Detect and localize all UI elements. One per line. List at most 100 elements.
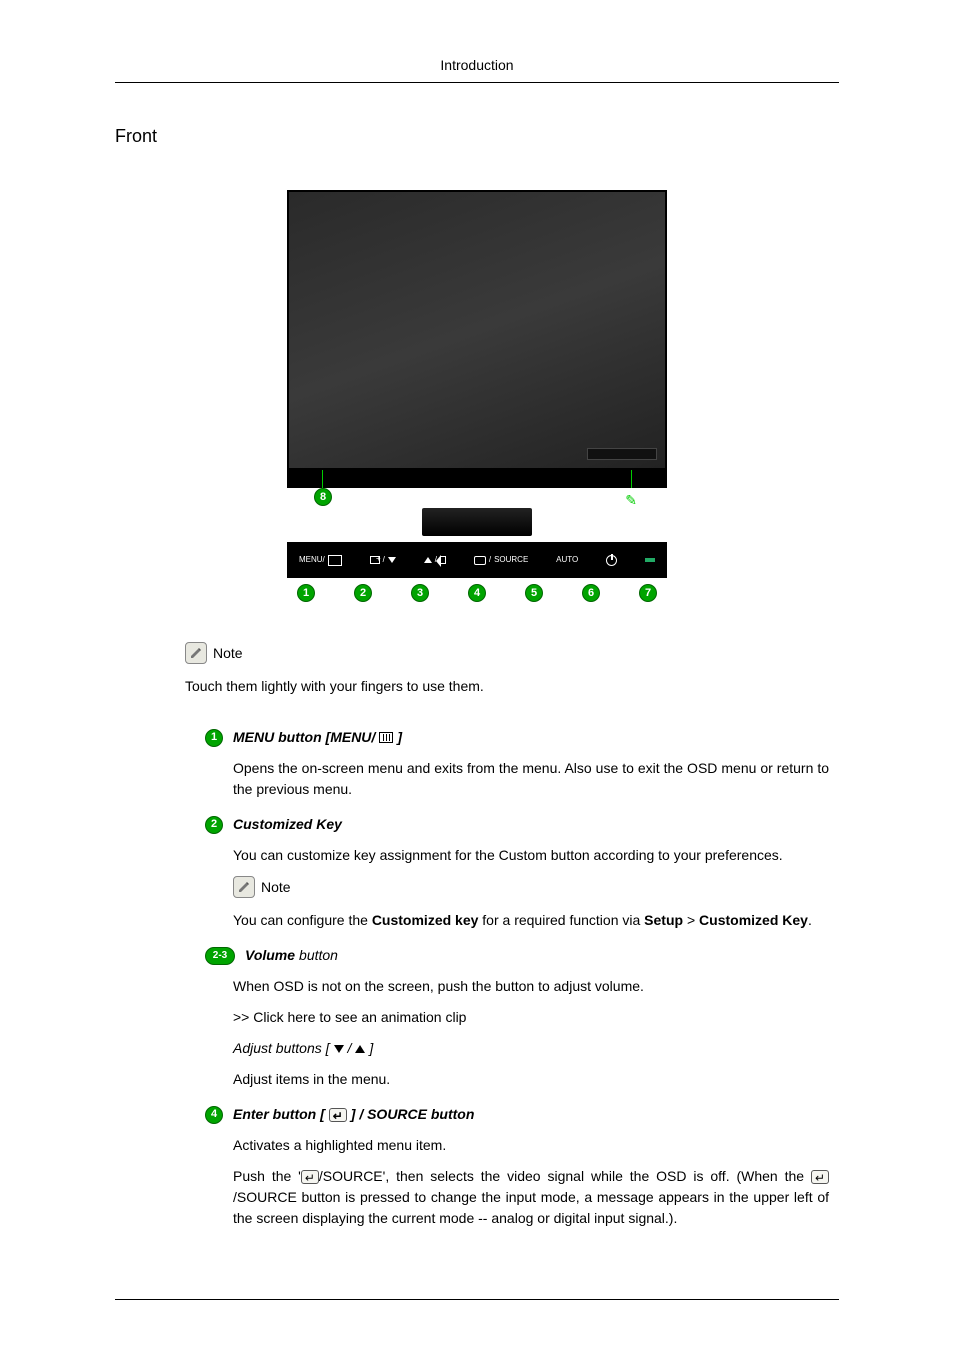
item-23-link[interactable]: >> Click here to see an animation clip <box>233 1007 829 1028</box>
item-2-note-pre: You can configure the <box>233 912 372 928</box>
figure-bullet-6: 6 <box>582 584 600 602</box>
figure-bullet-1: 1 <box>297 584 315 602</box>
item-2-note-gt: > <box>683 912 699 928</box>
btnbar-source-label: SOURCE <box>494 554 528 566</box>
callout-bullet-8: 8 <box>314 488 332 506</box>
item-23-adjust-body: Adjust items in the menu. <box>233 1069 829 1090</box>
item-4-body2-c: /SOURCE button is pressed to change the … <box>233 1189 829 1226</box>
down-triangle-icon <box>388 557 396 563</box>
page-title: Front <box>115 123 839 150</box>
items-list: 1 MENU button [MENU/ ] Opens the on-scre… <box>205 727 829 1229</box>
item-2-title: Customized Key <box>233 814 342 835</box>
item-2-note-row: Note <box>233 876 829 898</box>
btnbar-custom: / <box>370 554 396 566</box>
item-2-head: 2 Customized Key <box>205 814 829 835</box>
item-bullet-2: 2 <box>205 816 223 834</box>
figure-bullet-7: 7 <box>639 584 657 602</box>
page: Introduction Front 8 ✎ MENU/ <box>0 0 954 1350</box>
enter-icon <box>329 1108 347 1122</box>
footer-rule <box>115 1299 839 1300</box>
monitor-button-bar: MENU/ / / / SOURCE AUTO <box>287 542 667 578</box>
figure-bullet-5: 5 <box>525 584 543 602</box>
monitor-stand <box>422 508 532 536</box>
item-23-title: Volume button <box>245 945 338 966</box>
page-header-section: Introduction <box>115 55 839 83</box>
item-bullet-1: 1 <box>205 729 223 747</box>
monitor-bezel-bottom <box>287 470 667 488</box>
speaker-icon <box>440 556 446 564</box>
item-2: 2 Customized Key You can customize key a… <box>205 814 829 931</box>
item-2-note-b2: Setup <box>644 912 683 928</box>
callout-line-pen <box>631 470 632 488</box>
item-1-title-post: ] <box>397 727 402 748</box>
figure-bullet-4: 4 <box>468 584 486 602</box>
touch-instruction: Touch them lightly with your fingers to … <box>185 676 839 697</box>
btnbar-source: / SOURCE <box>474 554 528 566</box>
item-23-title-main: Volume <box>245 945 295 966</box>
item-4-body2-b: /SOURCE', then selects the video signal … <box>319 1168 811 1184</box>
adjust-sep: / <box>348 1040 352 1056</box>
note-pencil-icon <box>233 876 255 898</box>
btnbar-sep-1: / <box>383 554 385 566</box>
monitor-illustration: 8 ✎ MENU/ / / <box>287 190 667 602</box>
item-2-note-text: You can configure the Customized key for… <box>233 910 829 931</box>
figure-bullet-3: 3 <box>411 584 429 602</box>
btnbar-menu-label: MENU/ <box>299 554 325 566</box>
item-4-title: Enter button [ ] / SOURCE button <box>233 1104 474 1125</box>
btnbar-auto: AUTO <box>556 554 578 566</box>
item-1-title-pre: MENU button [MENU/ <box>233 727 375 748</box>
item-4-body2-a: Push the ' <box>233 1168 301 1184</box>
enter-mini-icon <box>474 556 486 565</box>
item-4-title-mid: ] / SOURCE button <box>351 1104 475 1125</box>
item-2-body: You can customize key assignment for the… <box>233 845 829 931</box>
item-2-note-label: Note <box>261 877 291 898</box>
up-triangle-icon <box>355 1045 365 1053</box>
item-4-head: 4 Enter button [ ] / SOURCE button <box>205 1104 829 1125</box>
monitor-callout-row: 8 ✎ <box>287 488 667 510</box>
monitor-sticker <box>587 448 657 460</box>
btnbar-led <box>645 558 655 562</box>
btnbar-menu: MENU/ <box>299 554 342 566</box>
item-23: 2-3 Volume button When OSD is not on the… <box>205 945 829 1090</box>
figure-bullet-2: 2 <box>354 584 372 602</box>
item-1-head: 1 MENU button [MENU/ ] <box>205 727 829 748</box>
note-pencil-icon <box>185 642 207 664</box>
item-1: 1 MENU button [MENU/ ] Opens the on-scre… <box>205 727 829 800</box>
item-4-body: Activates a highlighted menu item. Push … <box>233 1135 829 1229</box>
custom-box-icon <box>370 556 380 564</box>
item-2-text-1: You can customize key assignment for the… <box>233 845 829 866</box>
item-1-title: MENU button [MENU/ ] <box>233 727 402 748</box>
item-2-note-b1: Customized key <box>372 912 479 928</box>
item-23-text: When OSD is not on the screen, push the … <box>233 976 829 997</box>
item-23-title-suffix: button <box>299 945 338 966</box>
item-bullet-23: 2-3 <box>205 947 235 965</box>
note-label: Note <box>213 643 243 664</box>
item-2-note-end: . <box>808 912 812 928</box>
enter-icon <box>301 1170 319 1184</box>
menu-grid-icon <box>379 732 393 743</box>
stylus-icon: ✎ <box>625 490 637 511</box>
adjust-pre: Adjust buttons [ <box>233 1040 330 1056</box>
item-23-head: 2-3 Volume button <box>205 945 829 966</box>
item-2-note-b3: Customized Key <box>699 912 808 928</box>
adjust-post: ] <box>369 1040 373 1056</box>
item-2-note-mid: for a required function via <box>478 912 644 928</box>
btnbar-sep-3: / <box>489 554 491 566</box>
item-4-text-2: Push the ' /SOURCE', then selects the vid… <box>233 1166 829 1229</box>
enter-icon <box>811 1170 829 1184</box>
item-4-text-1: Activates a highlighted menu item. <box>233 1135 829 1156</box>
led-icon <box>645 558 655 562</box>
item-1-body: Opens the on-screen menu and exits from … <box>233 758 829 800</box>
down-triangle-icon <box>334 1045 344 1053</box>
item-bullet-4: 4 <box>205 1106 223 1124</box>
monitor-number-row: 1 2 3 4 5 6 7 <box>287 584 667 602</box>
item-4: 4 Enter button [ ] / SOURCE button Activ… <box>205 1104 829 1229</box>
item-4-title-pre: Enter button [ <box>233 1104 325 1125</box>
up-triangle-icon <box>424 557 432 563</box>
note-row: Note <box>185 642 839 664</box>
item-23-body: When OSD is not on the screen, push the … <box>233 976 829 1090</box>
item-23-adjust-title: Adjust buttons [ / ] <box>233 1038 373 1059</box>
btnbar-volume: / <box>424 554 446 566</box>
front-figure: 8 ✎ MENU/ / / <box>115 190 839 602</box>
btnbar-power <box>606 555 617 566</box>
